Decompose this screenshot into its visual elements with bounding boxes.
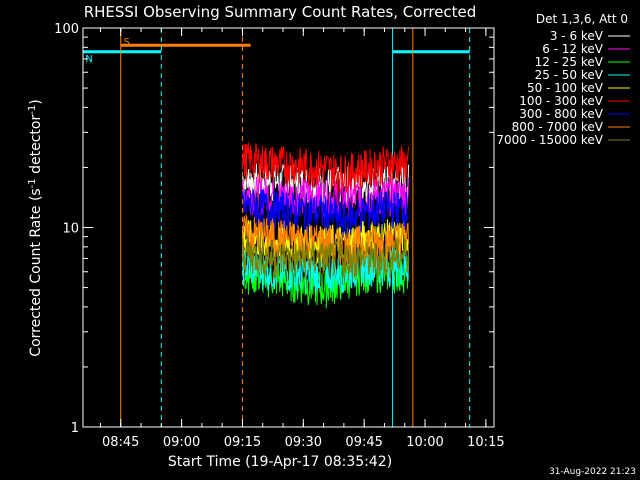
legend-label: 7000 - 15000 keV (496, 133, 603, 147)
series-line (242, 176, 409, 220)
x-tick-label: 09:00 (163, 435, 200, 450)
legend-title: Det 1,3,6, Att 0 (536, 12, 628, 26)
y-axis-label-sup1: -1 (27, 178, 38, 188)
y-axis-label-main: Corrected Count Rate (s (28, 188, 44, 356)
y-tick-label: 1 (71, 421, 79, 436)
legend-label: 25 - 50 keV (535, 68, 604, 82)
legend-label: 100 - 300 keV (519, 94, 603, 108)
y-axis-label: Corrected Count Rate (s-1 detector-1) (27, 99, 45, 356)
flag-label: S (124, 37, 130, 48)
legend-label: 6 - 12 keV (542, 42, 604, 56)
y-axis-label-end: ) (28, 99, 44, 104)
y-axis-label-mid: detector (28, 115, 44, 179)
y-tick-label: 100 (54, 22, 79, 37)
plot-frame (82, 27, 495, 428)
legend-label: 300 - 800 keV (519, 107, 603, 121)
x-tick-label: 10:00 (406, 435, 443, 450)
timestamp: 31-Aug-2022 21:23 (549, 467, 636, 477)
legend-label: 3 - 6 keV (550, 29, 604, 43)
legend-label: 800 - 7000 keV (512, 120, 604, 134)
series-line (242, 235, 409, 281)
x-tick-label: 08:45 (102, 435, 139, 450)
x-tick-label: 09:30 (285, 435, 322, 450)
vertical-markers (82, 28, 471, 427)
x-axis-ticks: 08:45 09:00 09:15 09:30 09:45 10:00 10:15 (99, 28, 505, 450)
x-tick-label: 09:45 (345, 435, 382, 450)
legend-label: 12 - 25 keV (535, 55, 604, 69)
x-tick-label: 09:15 (224, 435, 261, 450)
series-line (242, 189, 409, 239)
x-tick-label: 10:15 (467, 435, 504, 450)
y-tick-label: 10 (62, 222, 79, 237)
flag-label: N (85, 54, 92, 65)
chart-title: RHESSI Observing Summary Count Rates, Co… (84, 3, 477, 21)
flag-bars: SN (83, 37, 470, 65)
series-line (242, 142, 409, 194)
x-axis-label: Start Time (19-Apr-17 08:35:42) (168, 454, 392, 470)
y-axis-ticks: 1 10 100 (54, 22, 494, 436)
legend-label: 50 - 100 keV (527, 81, 604, 95)
series-lines (242, 142, 409, 309)
y-axis-label-sup2: -1 (27, 105, 38, 115)
